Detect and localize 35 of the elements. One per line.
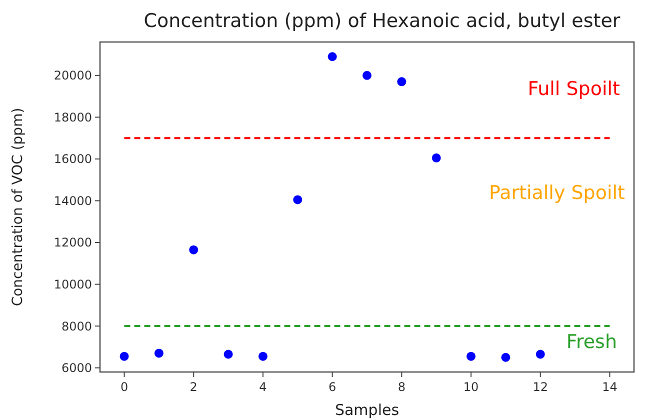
x-tick-label: 2 bbox=[190, 380, 198, 394]
y-tick-label: 14000 bbox=[54, 194, 92, 208]
point bbox=[501, 352, 510, 362]
point bbox=[466, 352, 476, 361]
point bbox=[224, 350, 233, 359]
point bbox=[120, 352, 129, 361]
y-tick-label: 12000 bbox=[54, 236, 92, 250]
point bbox=[293, 195, 302, 204]
x-axis-title: Samples bbox=[334, 401, 400, 419]
point bbox=[397, 77, 406, 86]
point bbox=[154, 348, 164, 358]
y-tick-label: 8000 bbox=[61, 319, 92, 334]
point bbox=[432, 153, 441, 162]
y-tick-label: 16000 bbox=[54, 152, 92, 166]
y-tick-label: 18000 bbox=[54, 110, 92, 124]
chart-title: Concentration (ppm) of Hexanoic acid, butyl ester bbox=[144, 10, 620, 32]
x-tick-label: 6 bbox=[328, 380, 336, 394]
y-tick-label: 10000 bbox=[54, 277, 92, 292]
annotation: Fresh bbox=[566, 331, 617, 353]
annotation: Full Spoilt bbox=[528, 78, 620, 100]
point bbox=[536, 350, 545, 359]
y-tick-label: 6000 bbox=[61, 361, 92, 376]
x-tick-label: 14 bbox=[602, 380, 618, 394]
point bbox=[189, 245, 198, 254]
x-tick-label: 4 bbox=[259, 380, 267, 394]
point bbox=[328, 52, 337, 62]
y-tick-label: 20000 bbox=[54, 68, 92, 83]
x-tick-label: 0 bbox=[120, 380, 128, 394]
x-tick-label: 10 bbox=[463, 380, 479, 394]
point bbox=[362, 70, 372, 80]
x-tick-label: 8 bbox=[398, 380, 406, 394]
point bbox=[258, 352, 268, 361]
y-axis-title: Concentration of VOC (ppm) bbox=[10, 108, 26, 306]
annotation: Partially Spoilt bbox=[488, 182, 625, 204]
x-tick-label: 12 bbox=[532, 380, 548, 394]
